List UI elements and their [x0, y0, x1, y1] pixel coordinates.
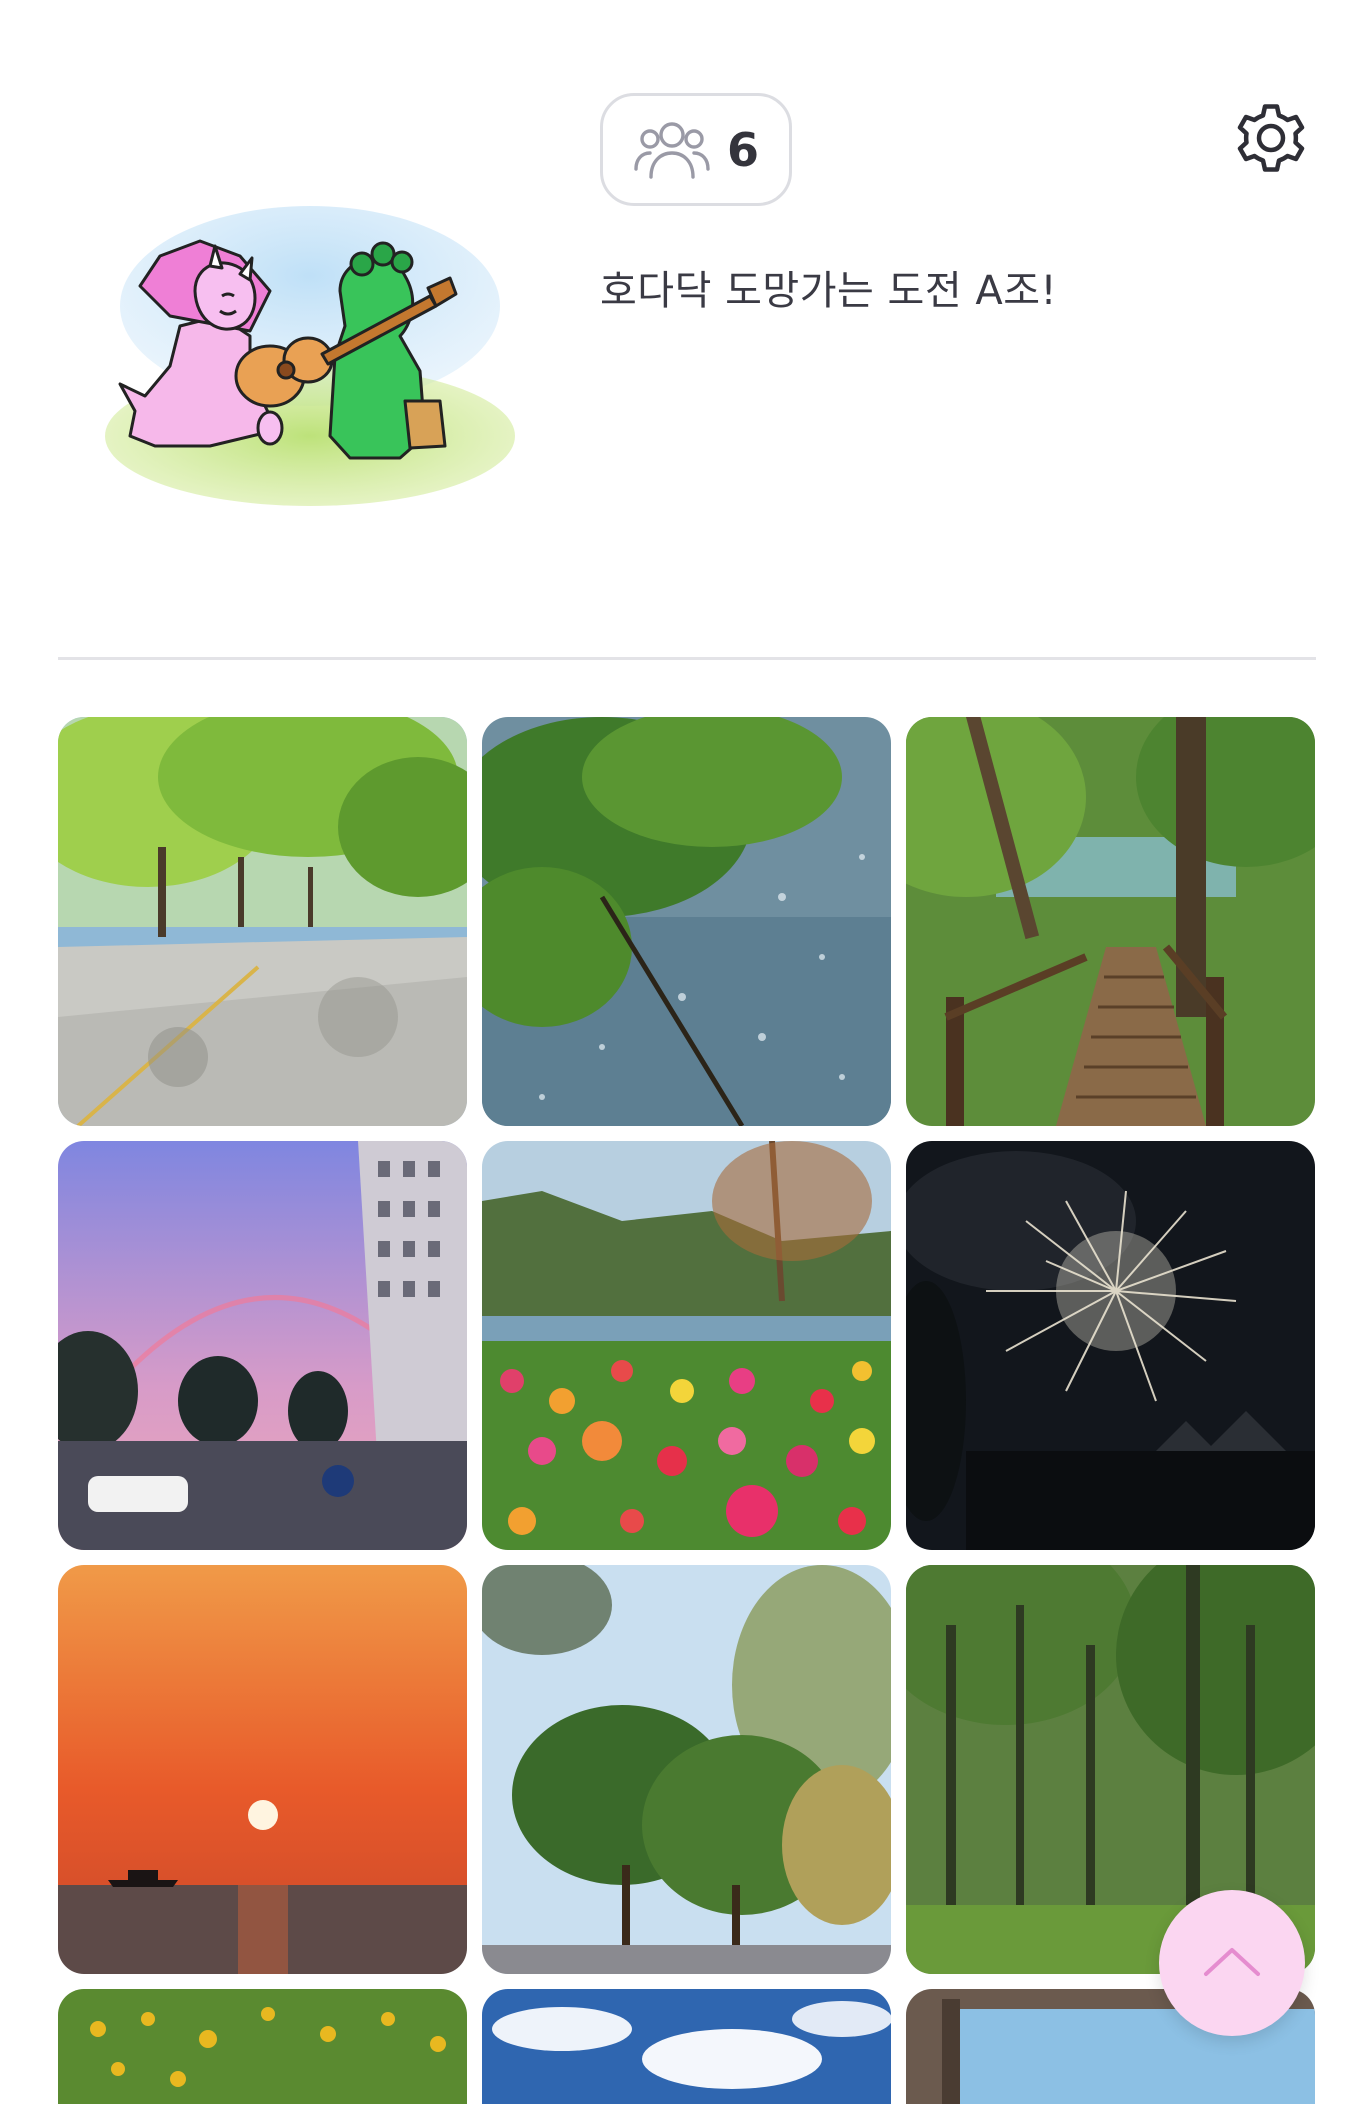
photo-thumbnail[interactable] [58, 717, 467, 1126]
member-count-badge[interactable]: 6 [600, 93, 792, 206]
divider [58, 657, 1316, 660]
photo-thumbnail[interactable] [482, 1141, 891, 1550]
photo-thumbnail[interactable] [906, 1141, 1315, 1550]
gear-icon[interactable] [1230, 97, 1312, 179]
photo-thumbnail[interactable] [58, 1141, 467, 1550]
photo-thumbnail[interactable] [482, 717, 891, 1126]
photo-thumbnail[interactable] [58, 1989, 467, 2104]
member-count: 6 [726, 122, 759, 177]
photo-thumbnail[interactable] [58, 1565, 467, 1974]
chevron-up-icon [1202, 1944, 1262, 1982]
people-icon [633, 117, 711, 183]
photo-thumbnail[interactable] [906, 1565, 1315, 1974]
group-illustration [100, 196, 520, 516]
photo-thumbnail[interactable] [906, 717, 1315, 1126]
scroll-top-button[interactable] [1159, 1890, 1305, 2036]
group-title: 호다닥 도망가는 도전 A조! [600, 268, 1058, 314]
photo-thumbnail[interactable] [482, 1565, 891, 1974]
photo-thumbnail[interactable] [482, 1989, 891, 2104]
